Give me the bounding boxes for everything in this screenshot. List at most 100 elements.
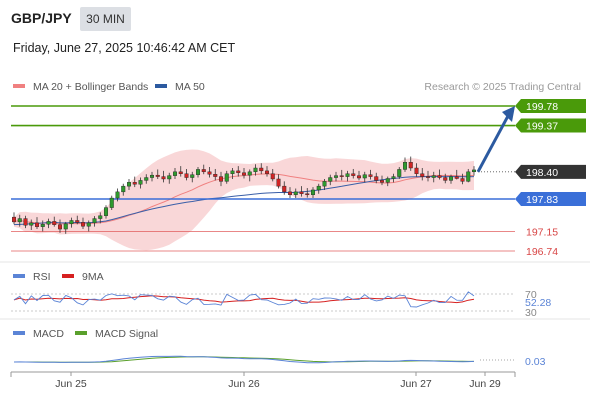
candle — [46, 218, 51, 229]
candle — [328, 174, 333, 186]
candle — [403, 157, 408, 172]
x-tick-label-0: Jun 25 — [55, 378, 87, 390]
candle-body — [397, 169, 402, 177]
candle — [316, 183, 321, 194]
candle — [259, 163, 264, 175]
candle-body — [52, 221, 57, 225]
legend-macd-signal-label: MACD Signal — [95, 328, 158, 340]
candle — [190, 171, 195, 183]
candle-body — [230, 170, 235, 174]
candle-body — [213, 174, 218, 177]
candle-body — [374, 176, 379, 181]
candle — [40, 220, 45, 232]
level-label-4: 196.74 — [526, 246, 558, 258]
candle-body — [172, 171, 177, 176]
candle-body — [454, 176, 459, 179]
candle-body — [155, 174, 160, 177]
chart-datetime: Friday, June 27, 2025 10:46:42 AM CET — [13, 41, 236, 55]
candle-body — [253, 167, 258, 173]
candle — [11, 212, 16, 225]
candle-body — [195, 169, 200, 175]
candle — [345, 170, 350, 182]
candle-body — [305, 193, 310, 195]
candle-body — [11, 216, 16, 223]
x-tick-label-2: Jun 27 — [400, 378, 432, 390]
candle — [431, 171, 436, 183]
candle — [362, 171, 367, 183]
candle — [126, 178, 131, 190]
candle — [443, 173, 448, 184]
candle — [29, 219, 34, 231]
candle — [184, 168, 189, 181]
legend-macd-label: MACD — [33, 328, 64, 340]
candle — [195, 167, 200, 178]
candle-body — [357, 175, 362, 179]
candle-body — [115, 191, 120, 199]
candle — [213, 168, 218, 181]
candle-body — [207, 171, 212, 175]
candle — [236, 166, 241, 177]
candle-body — [443, 177, 448, 181]
ma50-line — [13, 175, 475, 226]
candle-body — [408, 162, 413, 169]
candle — [472, 166, 477, 176]
candle — [357, 170, 362, 181]
candle-body — [420, 173, 425, 177]
candle — [414, 163, 419, 177]
macd-line — [13, 355, 475, 364]
candle — [368, 169, 373, 180]
candle — [426, 170, 431, 182]
level-tag-2: 197.83 — [515, 192, 586, 207]
candle — [178, 166, 183, 177]
candle-body — [380, 180, 385, 183]
candle-body — [265, 170, 270, 174]
candle — [322, 178, 327, 190]
candle — [172, 168, 177, 179]
candle-body — [132, 182, 137, 185]
candle-body — [362, 174, 367, 179]
candle — [351, 168, 356, 179]
candle-body — [236, 170, 241, 173]
candle — [86, 220, 91, 232]
rsi-lines — [13, 291, 475, 308]
candle-body — [316, 185, 321, 191]
candle — [339, 169, 344, 181]
candle — [265, 166, 270, 177]
legend-macd-swatch — [13, 331, 25, 335]
level-tag-bg-2 — [515, 192, 586, 207]
candle-body — [144, 177, 149, 181]
candle-body — [126, 182, 131, 187]
candle — [311, 187, 316, 199]
candle-body — [98, 215, 103, 219]
candle-body — [224, 173, 229, 182]
legend-rsi-swatch — [13, 274, 25, 278]
rsi-level-70: 70 — [525, 289, 537, 301]
macd-lines — [13, 355, 475, 364]
symbol-title: GBP/JPY — [11, 10, 72, 26]
timeframe-badge[interactable]: 30 MIN — [80, 7, 131, 31]
candle-body — [460, 178, 465, 182]
candle — [92, 216, 97, 227]
candle-body — [69, 220, 74, 225]
candle — [334, 171, 339, 182]
candle — [35, 217, 40, 230]
candle — [230, 168, 235, 179]
candle — [52, 216, 57, 227]
candle — [69, 217, 74, 228]
candle — [167, 172, 172, 184]
candle-body — [29, 222, 34, 226]
candle-body — [17, 218, 22, 223]
candle-body — [311, 189, 316, 195]
candle — [374, 172, 379, 184]
x-tick-label-3: Jun 29 — [469, 378, 501, 390]
macd-last-value: 0.03 — [525, 356, 546, 368]
candle — [454, 169, 459, 180]
rsi-level-30: 30 — [525, 307, 537, 319]
candle-body — [270, 173, 275, 180]
candle — [270, 168, 275, 182]
candle — [253, 164, 258, 176]
candle-body — [414, 167, 419, 174]
candle — [23, 215, 28, 229]
level-label-3: 197.15 — [526, 226, 558, 238]
